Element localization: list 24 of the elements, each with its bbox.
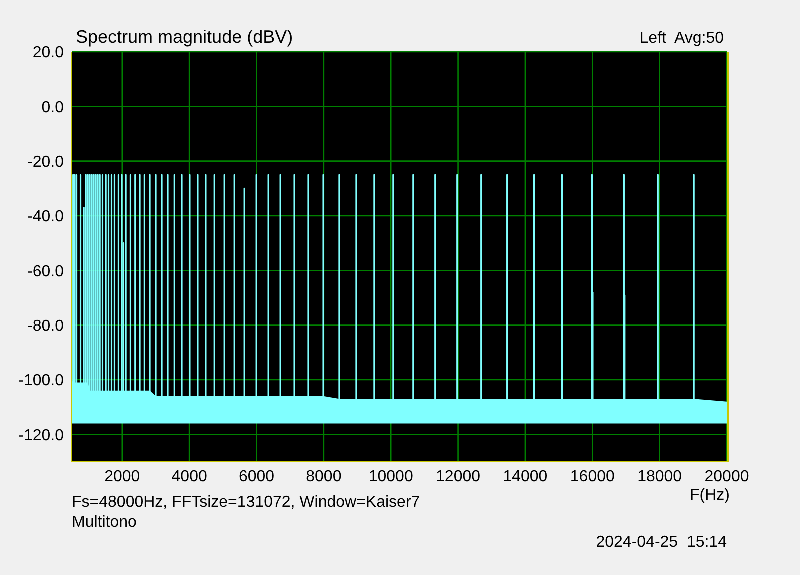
y-tick-label: -100.0 xyxy=(18,372,64,390)
x-tick-label: 16000 xyxy=(570,468,615,486)
y-tick-label: -60.0 xyxy=(28,263,64,280)
x-tick-label: 8000 xyxy=(306,468,342,486)
x-tick-label: 12000 xyxy=(436,468,481,486)
text: Fs=48000Hz, FFTsize=131072, Window=Kaiser7 xyxy=(72,494,420,512)
x-tick-label: 4000 xyxy=(172,468,208,486)
chart-subtitle: Left Avg:50 xyxy=(640,30,724,48)
y-tick-label: 0.0 xyxy=(42,99,64,116)
y-tick-label: -80.0 xyxy=(28,318,64,336)
x-tick-label: 14000 xyxy=(503,468,548,486)
y-tick-label: -120.0 xyxy=(18,427,64,444)
y-tick-label: -40.0 xyxy=(28,208,64,226)
x-tick-label: 10000 xyxy=(368,468,414,486)
y-tick-label: -20.0 xyxy=(28,154,64,172)
x-tick-label: 20000 xyxy=(704,468,750,486)
chart-title: Spectrum magnitude (dBV) xyxy=(76,27,294,48)
x-axis-title: F(Hz) xyxy=(690,487,730,505)
x-tick-label: 6000 xyxy=(238,468,275,486)
text: 2024-04-25 15:14 xyxy=(596,534,727,552)
y-tick-label: 20.0 xyxy=(32,44,64,62)
x-tick-label: 2000 xyxy=(104,468,140,486)
x-tick-label: 18000 xyxy=(638,468,682,486)
text: Multitono xyxy=(72,514,137,532)
